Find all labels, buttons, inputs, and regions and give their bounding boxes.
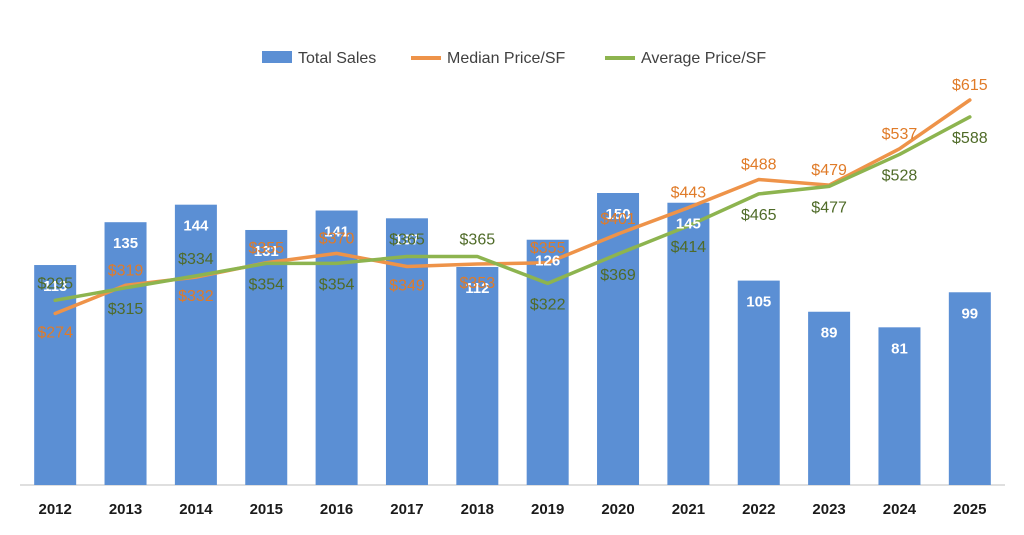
average-price-label-2022: $465 — [741, 207, 777, 224]
x-tick-2018: 2018 — [461, 501, 494, 518]
median-price-label-2024: $537 — [882, 126, 918, 143]
average-price-label-2018: $365 — [460, 232, 496, 249]
average-price-label-2016: $354 — [319, 276, 355, 293]
bar-label-2015: 131 — [254, 243, 279, 260]
x-tick-2021: 2021 — [672, 501, 705, 518]
legend-label-total-sales: Total Sales — [298, 50, 376, 67]
median-price-label-2012: $274 — [37, 324, 73, 341]
x-tick-2024: 2024 — [883, 501, 917, 518]
bar-label-2017: 137 — [394, 231, 419, 248]
median-price-label-2022: $488 — [741, 157, 777, 174]
average-price-label-2021: $414 — [671, 239, 707, 256]
x-tick-2025: 2025 — [953, 501, 986, 518]
bar-2022 — [737, 280, 780, 485]
x-tick-2016: 2016 — [320, 501, 353, 518]
average-price-sf-line — [53, 115, 972, 303]
median-price-label-2019: $355 — [530, 240, 566, 257]
median-price-label-2020: $401 — [600, 211, 636, 228]
bar-2015 — [245, 229, 288, 485]
average-price-label-2020: $369 — [600, 267, 636, 284]
average-price-label-2017: $365 — [389, 232, 425, 249]
bar-2025 — [948, 292, 991, 485]
average-price-label-2014: $334 — [178, 251, 214, 268]
bar-label-2021: 145 — [676, 216, 701, 233]
median-price-label-2015: $355 — [248, 240, 284, 257]
average-price-label-2025: $588 — [952, 130, 988, 147]
x-tick-2019: 2019 — [531, 501, 564, 518]
bar-label-2024: 81 — [891, 340, 908, 357]
x-tick-2017: 2017 — [390, 501, 423, 518]
bar-label-2022: 105 — [746, 294, 771, 311]
bar-label-2019: 126 — [535, 253, 560, 270]
median-price-label-2021: $443 — [671, 185, 707, 202]
median-price-label-2017: $349 — [389, 278, 425, 295]
bar-label-2016: 141 — [324, 224, 349, 241]
bar-2023 — [808, 311, 851, 485]
bar-2018 — [456, 266, 499, 485]
x-tick-2022: 2022 — [742, 501, 775, 518]
median-price-label-2016: $370 — [319, 230, 355, 247]
x-tick-2013: 2013 — [109, 501, 142, 518]
bar-label-2023: 89 — [821, 325, 838, 342]
median-price-label-2013: $319 — [108, 262, 144, 279]
median-price-label-2025: $615 — [952, 77, 988, 94]
bar-2019 — [526, 239, 569, 485]
average-price-label-2013: $315 — [108, 301, 144, 318]
bar-2013 — [104, 222, 147, 485]
average-price-label-2019: $322 — [530, 296, 566, 313]
bar-label-2014: 144 — [183, 218, 209, 235]
x-tick-2012: 2012 — [38, 501, 71, 518]
legend: Total Sales Median Price/SF Average Pric… — [262, 50, 766, 67]
bar-label-2025: 99 — [961, 305, 978, 322]
median-price-label-2018: $353 — [460, 275, 496, 292]
average-price-label-2015: $354 — [248, 276, 284, 293]
bar-label-2018: 112 — [465, 280, 489, 297]
legend-label-average-price: Average Price/SF — [641, 50, 766, 67]
x-tick-2014: 2014 — [179, 501, 213, 518]
average-price-label-2024: $528 — [882, 167, 918, 184]
bar-label-2013: 135 — [113, 235, 138, 252]
x-tick-2015: 2015 — [250, 501, 283, 518]
median-price-label-2014: $332 — [178, 288, 214, 305]
x-tick-2020: 2020 — [601, 501, 634, 518]
bar-label-2012: 113 — [43, 278, 67, 295]
bar-label-2020: 150 — [606, 206, 631, 223]
legend-label-median-price: Median Price/SF — [447, 50, 565, 67]
bar-2020 — [597, 193, 640, 485]
legend-swatch-total-sales — [262, 51, 292, 63]
average-price-label-2012: $295 — [37, 275, 73, 292]
bar-2014 — [174, 204, 217, 485]
bar-2021 — [667, 202, 710, 485]
average-price-label-2023: $477 — [811, 199, 847, 216]
x-tick-2023: 2023 — [812, 501, 845, 518]
bar-2024 — [878, 327, 921, 485]
median-price-label-2023: $479 — [811, 162, 847, 179]
